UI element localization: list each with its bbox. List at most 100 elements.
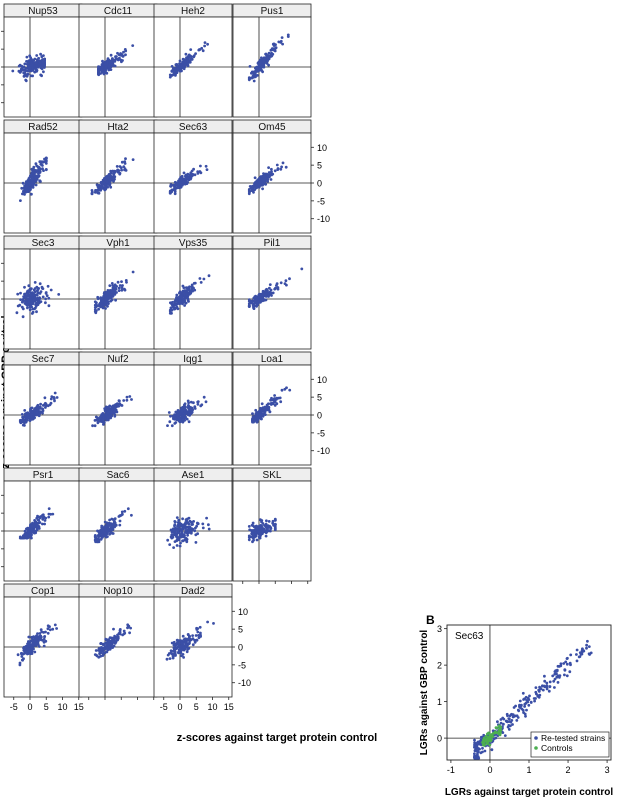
legend-box xyxy=(530,731,610,758)
data-point xyxy=(25,301,29,305)
data-point xyxy=(175,533,178,536)
data-point-retested xyxy=(547,689,551,693)
data-point xyxy=(171,654,175,658)
data-point xyxy=(94,649,98,652)
data-point xyxy=(180,409,184,413)
data-point xyxy=(263,405,267,409)
data-point xyxy=(113,517,117,521)
data-point-retested xyxy=(507,728,511,731)
data-point xyxy=(176,186,180,190)
data-point xyxy=(255,526,259,530)
data-point-retested xyxy=(568,670,572,674)
data-point xyxy=(128,395,132,398)
data-point xyxy=(116,51,119,55)
data-point xyxy=(57,293,61,296)
data-point-retested xyxy=(556,664,560,668)
data-point xyxy=(107,176,110,180)
data-point xyxy=(22,189,25,193)
panel-title: Vph1 xyxy=(106,238,130,249)
data-point xyxy=(170,65,174,68)
data-point xyxy=(259,298,262,302)
data-point xyxy=(39,180,42,183)
data-point xyxy=(194,541,198,544)
data-point xyxy=(181,420,185,424)
data-point xyxy=(199,164,202,168)
data-point xyxy=(273,169,277,173)
data-point xyxy=(179,300,183,304)
data-point xyxy=(184,286,188,289)
data-point xyxy=(115,165,119,168)
data-point xyxy=(110,643,113,646)
data-point xyxy=(183,304,187,307)
data-point xyxy=(129,626,133,630)
data-point-control xyxy=(491,735,495,738)
panel-a-trellis: Nup531050-5-10Cdc11Heh2Pus1Rad52Hta2Sec6… xyxy=(1,3,330,712)
data-point xyxy=(111,525,115,528)
data-point xyxy=(183,289,187,292)
data-point xyxy=(185,411,188,415)
data-point xyxy=(23,292,27,296)
data-point xyxy=(51,512,55,516)
data-point xyxy=(30,312,34,315)
data-point xyxy=(188,173,192,177)
data-point xyxy=(30,528,34,531)
data-point-retested xyxy=(553,672,557,676)
data-point-retested xyxy=(586,639,589,643)
data-point xyxy=(49,512,53,516)
data-point xyxy=(120,160,124,164)
data-point-retested xyxy=(524,701,528,705)
data-point xyxy=(174,303,178,307)
data-point xyxy=(30,299,34,302)
data-point xyxy=(120,168,123,172)
data-point xyxy=(198,277,202,280)
data-point-retested xyxy=(518,703,521,707)
data-point xyxy=(279,281,283,285)
data-point-retested xyxy=(524,695,528,699)
data-point xyxy=(44,401,47,405)
data-point xyxy=(37,636,41,640)
data-point xyxy=(100,186,104,190)
data-point xyxy=(178,639,181,643)
data-point-retested xyxy=(541,688,545,692)
data-point xyxy=(110,405,114,409)
panel-title: Ase1 xyxy=(182,470,205,481)
data-point xyxy=(268,291,271,295)
data-point xyxy=(24,69,28,72)
data-point xyxy=(44,297,47,301)
data-point xyxy=(203,44,207,48)
data-point xyxy=(180,64,184,67)
data-point xyxy=(113,637,116,640)
data-point xyxy=(166,653,170,657)
data-point-control xyxy=(485,742,489,745)
data-point xyxy=(41,516,45,519)
data-point xyxy=(102,647,106,650)
panel-title: Nup53 xyxy=(28,6,58,17)
data-point-retested xyxy=(524,714,527,718)
data-point xyxy=(114,286,117,290)
data-point xyxy=(31,186,35,189)
data-point-control xyxy=(497,731,500,734)
data-point xyxy=(172,640,176,644)
data-point xyxy=(268,283,272,286)
data-point xyxy=(250,76,254,80)
data-point xyxy=(47,296,51,300)
data-point xyxy=(174,654,177,657)
data-point xyxy=(258,535,261,538)
data-point xyxy=(177,518,181,522)
data-point-retested xyxy=(490,748,494,752)
data-point xyxy=(38,632,42,635)
data-point xyxy=(108,518,111,522)
data-point-retested xyxy=(578,655,582,658)
data-point xyxy=(30,406,34,410)
x-tick-label: 0 xyxy=(487,765,492,775)
data-point xyxy=(35,69,39,73)
data-point xyxy=(112,179,115,182)
data-point xyxy=(192,54,196,57)
data-point xyxy=(102,72,106,76)
data-point xyxy=(283,282,287,285)
data-point xyxy=(36,300,40,304)
y-tick-label: -10 xyxy=(317,214,330,224)
data-point xyxy=(105,61,109,65)
y-tick-label: 10 xyxy=(317,143,327,153)
data-point-retested xyxy=(481,750,484,754)
